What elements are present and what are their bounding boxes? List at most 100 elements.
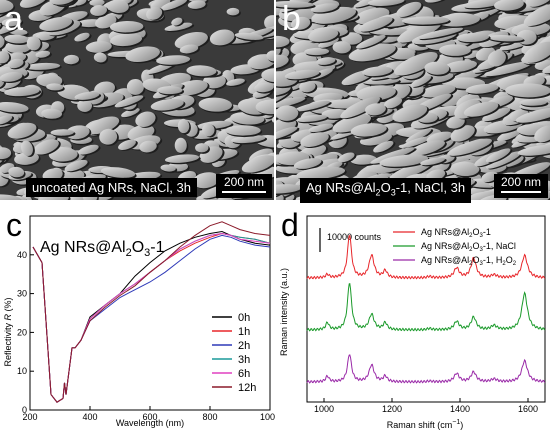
sem-grain [187,0,208,3]
chart-d-xlabel: Raman shift (cm−1) [387,419,464,430]
sem-grain [463,101,499,117]
sem-grain [192,172,220,189]
legend-label: Ag NRs@Al2O3-1 [421,227,491,239]
sem-grain [367,0,405,6]
sem-grain [0,194,21,200]
x-tick-label: 1000 [314,404,334,414]
sem-grain [266,50,274,62]
sem-grain [517,144,550,156]
caption-b-part: Ag NRs@Al [306,180,376,195]
sem-grain [146,6,163,20]
sem-grain [362,66,393,77]
sem-grain [24,62,61,70]
sem-grain [33,139,59,155]
series-line-12h [32,221,271,403]
sem-grain [90,5,107,16]
intensity-scale-label: 10000 counts [327,232,382,242]
sem-grain [231,135,266,144]
sem-grain [316,57,336,65]
sem-grain [394,52,438,76]
sem-grain [373,140,394,153]
panel-c: c Ag NRs@Al2O3-1 Reflectivity R (%) Wave… [0,202,280,432]
y-tick-label: 0 [22,405,27,415]
sem-grain [49,0,76,5]
sem-grain [139,140,157,153]
caption-b-sub: 3 [390,187,396,198]
sem-grain [48,147,78,162]
sem-grain [462,0,506,9]
x-tick-label: 600 [142,412,157,422]
sem-grain [442,60,478,73]
sem-grain [484,61,532,77]
sem-grain [226,78,245,86]
sem-grain [39,17,73,31]
sem-grain [234,32,264,40]
sem-grain [447,138,492,156]
sem-grain [397,20,442,43]
y-tick-label: 10 [17,366,27,376]
sem-grain [63,54,80,65]
legend-label: 6h [238,368,250,380]
sem-grain [99,128,118,145]
sem-grain [364,103,386,116]
sem-grain [307,28,339,42]
sem-grain [20,140,33,156]
scale-bar-b: 200 nm [494,174,548,198]
sem-grain [494,0,524,11]
caption-b-sub: 2 [375,187,381,198]
sem-grain [485,148,511,163]
sem-grain [100,167,136,178]
panel-b: b Ag NRs@Al2O3-1, NaCl, 3h 200 nm [276,0,550,203]
sem-grain [487,35,524,42]
x-tick-label: 1400 [450,404,470,414]
sem-grain [150,98,184,111]
sem-grain [439,44,471,56]
sem-grain [64,159,88,172]
sem-grain [299,80,316,93]
y-tick-label: 20 [17,327,27,337]
x-tick-label: 200 [22,412,37,422]
sem-grain [296,166,346,180]
sem-grain [420,157,445,166]
sem-grain [118,139,136,151]
sem-grain [396,1,422,17]
sem-grain [74,32,90,42]
sem-grain [264,15,274,31]
sem-grain [164,22,193,31]
panel-letter-c: c [6,207,22,243]
sem-grain [276,35,290,48]
sem-grain [121,108,140,118]
sem-grain [4,34,29,44]
sem-grain [7,122,37,139]
sem-grain [294,100,330,112]
sem-grain [1,17,22,27]
sem-grain [198,97,232,112]
caption-b-part: O [380,180,391,195]
sem-grain [276,193,284,200]
sem-grain [186,65,217,77]
legend-label: 12h [238,382,256,394]
sem-grain [487,50,506,67]
sem-grain [195,143,209,153]
sem-grain [300,132,329,147]
sem-grain [26,36,41,51]
sem-grain [202,123,215,137]
raman-chart: d Raman intensity (a.u.) Raman shift (cm… [279,207,546,430]
sem-grain [356,34,386,49]
sem-grain [276,54,289,69]
panel-letter-a: a [4,0,23,38]
sem-grain [523,41,550,63]
sem-grain [392,104,428,123]
sem-grain [135,111,156,128]
x-tick-label: 1200 [382,404,402,414]
sem-grain [177,118,190,134]
scale-bar-label-b: 200 nm [500,175,542,189]
sem-grain [241,155,274,173]
sem-grain [426,169,446,181]
sem-grain [86,116,120,135]
sem-grain [209,29,235,46]
sem-grain [410,75,432,87]
plot-frame [306,215,546,403]
sem-grain [0,115,13,125]
sem-grain [224,125,261,136]
